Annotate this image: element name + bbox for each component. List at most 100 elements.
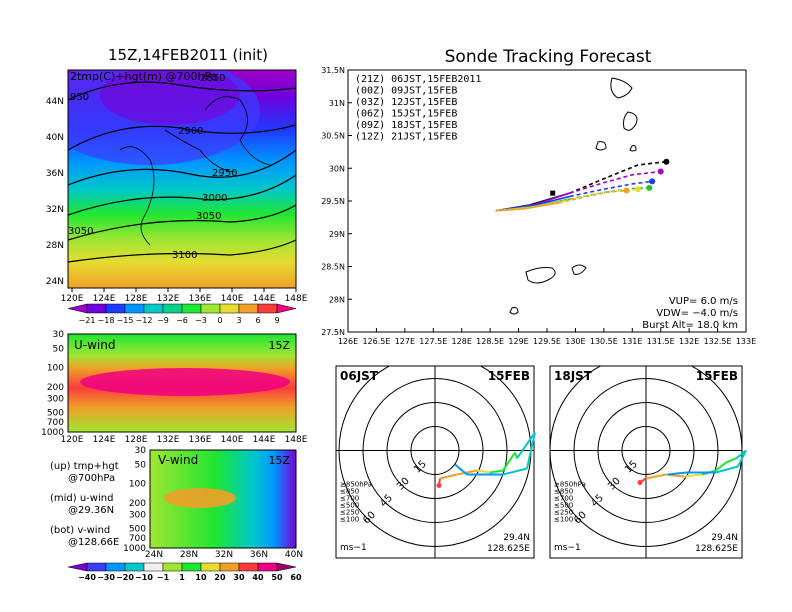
u-wind-time: 15Z: [268, 339, 290, 352]
hodograph-trace: [645, 473, 667, 480]
colorbar-swatch: [200, 303, 221, 314]
colorbar-swatch: [124, 303, 145, 314]
hodograph-level-label: ≤250: [554, 508, 573, 516]
hodograph-trace: [502, 467, 528, 476]
v-wind-y-label: 200: [129, 499, 146, 509]
map-lat-label: 32N: [46, 205, 64, 215]
hodograph-level-label: ≥850hPa: [340, 480, 372, 488]
track-x-label: 127E: [395, 337, 415, 346]
map-lon-label: 124E: [93, 294, 116, 304]
hodograph-date: 15FEB: [488, 369, 530, 383]
track-x-label: 126E: [338, 337, 358, 346]
wind-colorbar: −40 −30 −20 −10 −1 1 10 20 30 40 50 60: [67, 562, 302, 582]
v-wind-y-label: 1000: [123, 544, 146, 554]
colorbar-tick-label: 6: [255, 316, 260, 325]
v-wind-y-label: 300: [129, 510, 146, 520]
contour-label: 3000: [202, 193, 227, 204]
hodograph-trace: [516, 431, 536, 460]
hodograph-start: [436, 482, 442, 488]
u-wind-y-label: 30: [53, 330, 65, 340]
wind-colorbar-tick-label: 60: [290, 573, 302, 582]
v-wind-y-label: 700: [129, 534, 146, 544]
hodograph-left: 06JST 15FEB15304560≥850hPa≤850≤700≤500≤25…: [335, 365, 536, 559]
track-x-label: 133E: [736, 337, 756, 346]
contour-label: 3050: [68, 226, 93, 237]
wind-colorbar-swatch: [257, 562, 278, 572]
colorbar-swatch: [105, 303, 126, 314]
u-wind-x-label: 120E: [61, 435, 84, 445]
u-wind-y-label: 500: [47, 409, 64, 419]
hodograph-level-label: ≤100: [554, 515, 573, 523]
colorbar-swatch: [238, 303, 259, 314]
u-wind-frame: [67, 333, 297, 433]
wind-colorbar-tick-label: −40: [78, 573, 96, 582]
cold-core-inner: [100, 70, 240, 125]
map-lat-label: 28N: [46, 241, 64, 251]
colorbar-swatch: [219, 303, 240, 314]
map-lat-labels: 44N 40N 36N 32N 28N 24N: [46, 97, 64, 287]
colorbar-tick-label: −21: [79, 316, 96, 325]
contour-line: [68, 174, 296, 216]
wind-colorbar-swatch: [67, 562, 88, 572]
colorbar-swatch: [162, 303, 183, 314]
u-wind-x-label: 136E: [189, 435, 212, 445]
track-series: [495, 158, 670, 212]
v-wind-y-label: 500: [129, 525, 146, 535]
track-axes: 126E 126.5E 127E 127.5E 128E 128.5E 129E 129.5E…: [321, 66, 756, 346]
u-wind-x-label: 124E: [93, 435, 116, 445]
track-legend-item: (03Z) 12JST,15FEB: [355, 97, 457, 108]
v-wind-y-label: 50: [135, 460, 147, 470]
hodograph-trace: [476, 469, 491, 474]
contour-line: [68, 149, 296, 186]
hodograph-date: 15FEB: [696, 369, 738, 383]
track-vup: VUP= 6.0 m/s: [669, 296, 738, 307]
hodograph-trace: [439, 473, 458, 480]
track-legend-item: (12Z) 21JST,15FEB: [355, 132, 457, 143]
wind-colorbar-tick-label: 1: [179, 573, 185, 582]
temp-colorbar: −21 −18 −15 −12 −9 −6 −3 0 3 6 9: [67, 303, 297, 325]
colorbar-tick-label: −12: [136, 316, 153, 325]
v-wind-time: 15Z: [268, 454, 290, 467]
track-x-label: 130.5E: [590, 337, 618, 346]
map-lon-label: 136E: [189, 294, 212, 304]
contour-line: [68, 204, 296, 241]
track-line-dashed: [558, 189, 627, 204]
track-legend-item: (06Z) 15JST,15FEB: [355, 109, 457, 120]
hodograph-level-label: ≤250: [340, 508, 359, 516]
u-wind-y-label: 700: [47, 418, 64, 428]
hodograph-level-label: ≥850hPa: [554, 480, 586, 488]
u-wind-x-label: 148E: [285, 435, 308, 445]
u-wind-x-label: 128E: [125, 435, 148, 445]
legend-mid-1: (mid) u-wind: [50, 493, 113, 504]
colorbar-tick-label: 9: [274, 316, 279, 325]
u-wind-x-label: 132E: [157, 435, 180, 445]
colorbar-tick-label: −15: [117, 316, 134, 325]
contour-line: [68, 81, 296, 101]
wind-colorbar-swatch: [86, 562, 107, 572]
u-wind-x-labels: 120E 124E 128E 132E 136E 140E 144E 148E: [61, 435, 308, 445]
track-x-label: 132E: [679, 337, 699, 346]
track-endpoint: [663, 158, 670, 165]
wind-colorbar-swatch: [219, 562, 240, 572]
colorbar-tick-label: 0: [217, 316, 222, 325]
v-wind-x-labels: 24N 28N 32N 36N 40N: [145, 550, 303, 560]
track-x-label: 131.5E: [647, 337, 675, 346]
hodograph-time: 18JST: [554, 369, 593, 383]
u-wind-y-label: 300: [47, 394, 64, 404]
track-y-label: 31.5N: [321, 66, 345, 75]
hodograph-trace: [737, 450, 747, 467]
hodograph-lat: 29.4N: [503, 533, 530, 543]
track-endpoint: [657, 168, 664, 175]
colorbar-tick-label: −9: [157, 316, 169, 325]
track-y-label: 29.5N: [321, 197, 345, 206]
colorbar-swatch: [276, 303, 297, 314]
map-lon-label: 148E: [285, 294, 308, 304]
wind-colorbar-swatch: [143, 562, 164, 572]
track-x-label: 128.5E: [476, 337, 504, 346]
v-wind-x-label: 32N: [215, 550, 233, 560]
hodograph-level-label: ≤500: [340, 501, 359, 509]
wind-colorbar-swatch: [181, 562, 202, 572]
track-legend: (21Z) 06JST,15FEB2011(00Z) 09JST,15FEB(0…: [355, 74, 481, 143]
